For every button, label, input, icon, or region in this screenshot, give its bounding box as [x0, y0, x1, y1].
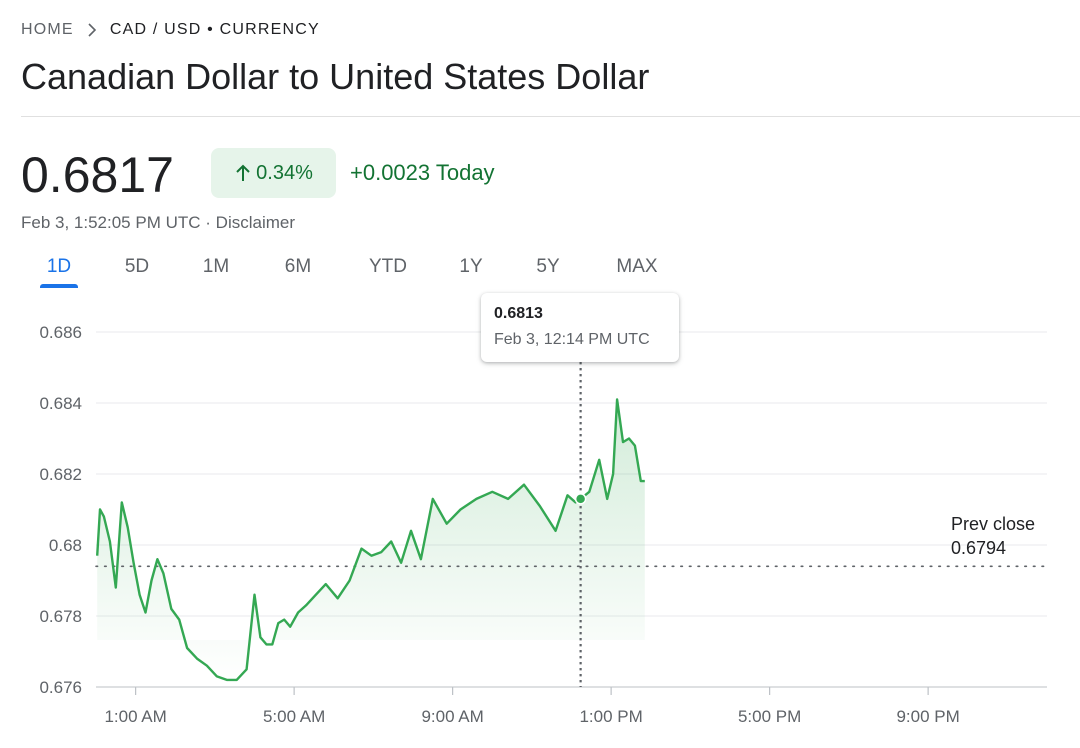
percent-change-value: 0.34% [256, 161, 313, 184]
timestamp-separator: · [205, 213, 211, 232]
tab-1m[interactable]: 1M [202, 256, 230, 277]
tab-5y[interactable]: 5Y [536, 256, 560, 277]
active-tab-indicator [40, 284, 78, 288]
price-area-fill [97, 399, 645, 680]
arrow-up-icon [234, 163, 252, 183]
y-axis-labels: 0.686 0.684 0.682 0.68 0.678 0.676 [39, 323, 82, 697]
quote-timestamp-row: Feb 3, 1:52:05 PM UTC · Disclaimer [21, 213, 295, 233]
hover-point [574, 493, 587, 505]
tab-6m[interactable]: 6M [284, 256, 312, 277]
quote-timestamp: Feb 3, 1:52:05 PM UTC [21, 213, 201, 232]
breadcrumb: HOME CAD / USD • CURRENCY [21, 21, 320, 39]
tab-5d[interactable]: 5D [124, 256, 150, 277]
tab-1y[interactable]: 1Y [459, 256, 483, 277]
x-tick-label: 9:00 AM [421, 707, 483, 726]
chevron-right-icon [86, 23, 98, 37]
x-tick-label: 9:00 PM [896, 707, 959, 726]
prev-close-value: 0.6794 [951, 538, 1007, 558]
y-tick-label: 0.682 [39, 465, 82, 484]
tooltip-value: 0.6813 [494, 305, 543, 322]
x-tick-label: 1:00 PM [579, 707, 642, 726]
disclaimer-link[interactable]: Disclaimer [215, 213, 296, 232]
chart-tooltip: 0.6813 Feb 3, 12:14 PM UTC [481, 293, 679, 362]
page-title: Canadian Dollar to United States Dollar [21, 56, 650, 97]
y-tick-label: 0.684 [39, 394, 82, 413]
x-tick-label: 1:00 AM [104, 707, 166, 726]
x-tick-label: 5:00 PM [738, 707, 801, 726]
y-tick-label: 0.686 [39, 323, 82, 342]
tooltip-time: Feb 3, 12:14 PM UTC [494, 331, 650, 348]
time-range-tabs: 1D 5D 1M 6M YTD 1Y 5Y MAX [0, 254, 700, 290]
y-tick-label: 0.678 [39, 607, 82, 626]
x-axis-labels: 1:00 AM 5:00 AM 9:00 AM 1:00 PM 5:00 PM 9:00 … [104, 707, 959, 726]
x-tick-label: 5:00 AM [263, 707, 325, 726]
prev-close-annotation: Prev close 0.6794 [951, 512, 1035, 560]
tab-1d[interactable]: 1D [46, 256, 72, 277]
price-chart[interactable]: 0.686 0.684 0.682 0.68 0.678 0.676 1:00 AM 5:0… [0, 290, 1080, 748]
tab-ytd[interactable]: YTD [369, 256, 407, 277]
breadcrumb-current: CAD / USD • CURRENCY [109, 21, 320, 38]
absolute-change: +0.0023 Today [350, 160, 495, 185]
y-tick-label: 0.68 [49, 536, 82, 555]
prev-close-label: Prev close [951, 514, 1036, 534]
y-tick-label: 0.676 [39, 678, 82, 697]
breadcrumb-home-link[interactable]: HOME [21, 21, 74, 38]
tab-max[interactable]: MAX [616, 256, 658, 277]
current-price: 0.6817 [21, 147, 174, 203]
divider [21, 116, 1080, 117]
percent-change-badge: 0.34% [211, 148, 336, 198]
